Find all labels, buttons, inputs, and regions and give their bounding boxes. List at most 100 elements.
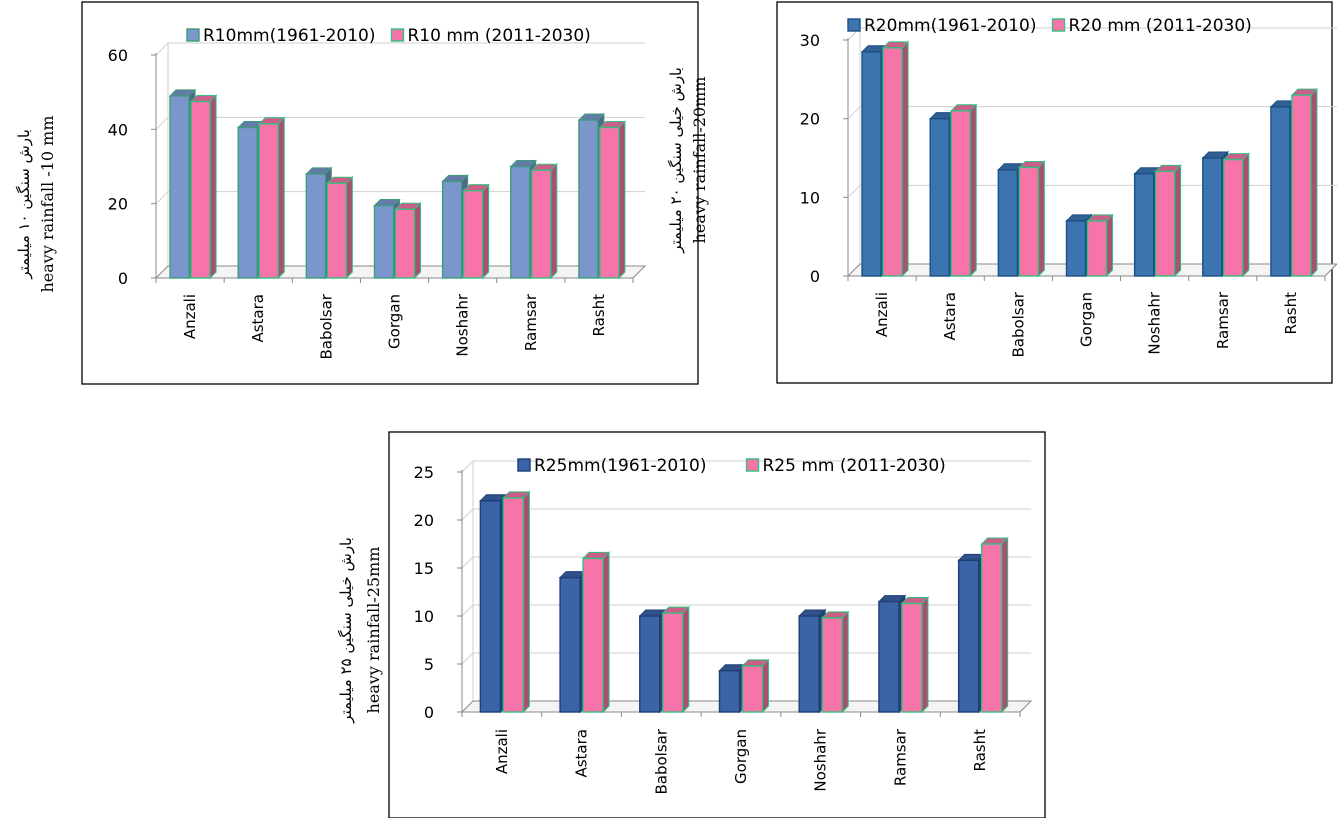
y-tick-label: 0 <box>118 269 128 288</box>
chart-r20: 0 10 20 30 Anzali Astara Babolsar Gorgan Noshahr… <box>667 1 1337 384</box>
x-category-label: Ramsar <box>891 728 909 786</box>
bar-2 <box>326 176 354 280</box>
bar-2 <box>900 596 930 714</box>
y-tick-label: 20 <box>108 195 128 214</box>
x-category-label: Rasht <box>590 294 608 337</box>
bar-side <box>1242 152 1250 278</box>
x-category-label: Gorgan <box>1078 292 1096 347</box>
bar-2 <box>741 658 770 714</box>
bar-side <box>522 490 530 714</box>
x-category-label: Noshahr <box>812 728 830 791</box>
x-category-label: Babolsar <box>652 728 670 794</box>
bar-1 <box>718 663 747 714</box>
bar-side <box>762 658 769 714</box>
chart-panel-r20: 0 10 20 30 Anzali Astara Babolsar Gorgan Noshahr… <box>665 0 1337 400</box>
bar-front <box>190 100 211 279</box>
bar-front <box>821 617 843 713</box>
legend-label: R10mm(1961-2010) <box>203 26 376 46</box>
y-tick-label: 15 <box>414 559 434 578</box>
x-category-label: Rasht <box>971 729 989 772</box>
y-axis-title-fa: بارش سنگین ۱۰ میلیمتر <box>15 129 33 280</box>
x-category-label: Noshahr <box>1146 291 1164 354</box>
y-axis-title: heavy rainfall-25mm <box>364 547 383 714</box>
x-category-label: Astara <box>573 729 591 778</box>
bar-side <box>969 103 977 278</box>
gridline-side <box>461 604 474 617</box>
bar-front <box>531 169 552 279</box>
bar-2 <box>1290 87 1319 278</box>
bar-1 <box>957 553 986 714</box>
bar-front <box>741 665 764 713</box>
bar-side <box>602 551 610 714</box>
x-category-label: Babolsar <box>317 293 335 359</box>
bar-2 <box>530 163 558 280</box>
bar-front <box>1154 170 1176 277</box>
bar-front <box>479 500 502 713</box>
bar-front <box>258 123 279 279</box>
bar-side <box>482 183 490 280</box>
y-tick-label: 10 <box>414 607 434 626</box>
bar-1 <box>558 570 588 714</box>
bar-front <box>861 51 882 277</box>
legend-swatch <box>517 458 531 472</box>
bar-side <box>1037 160 1045 278</box>
y-axis-title-fa: بارش خیلی سنگین ۲۰ میلیمتر <box>667 67 685 254</box>
bar-side <box>1174 164 1182 278</box>
x-category-label: Astara <box>249 294 267 343</box>
bar-1 <box>877 594 907 714</box>
bar-side <box>1001 536 1009 714</box>
y-tick-label: 40 <box>108 120 128 139</box>
bar-front <box>462 189 484 279</box>
x-category-label: Anzali <box>873 292 891 337</box>
bar-1 <box>479 493 508 714</box>
bar-front <box>980 543 1003 713</box>
y-tick-label: 20 <box>414 511 434 530</box>
y-tick-label: 60 <box>108 46 128 65</box>
legend-label: R10 mm (2011-2030) <box>408 26 591 46</box>
bar-front <box>441 180 463 279</box>
gridline-side <box>847 106 861 120</box>
y-tick-label: 0 <box>424 703 434 722</box>
legend-swatch <box>186 28 200 42</box>
bar-front <box>326 182 348 279</box>
bar-side <box>1106 213 1113 278</box>
y-tick-label: 30 <box>800 31 820 50</box>
bar-front <box>1086 220 1108 277</box>
gridline-side <box>461 556 474 569</box>
bar-front <box>639 615 661 713</box>
bar-2 <box>189 94 218 280</box>
bar-front <box>599 126 620 279</box>
legend-swatch <box>1051 18 1066 32</box>
chart-r10: 0 20 40 60 Anzali Astara Babolsar Gorgan Noshahr… <box>15 1 699 385</box>
bar-front <box>1202 157 1223 277</box>
bar-front <box>578 119 599 279</box>
legend-swatch <box>390 28 405 42</box>
bar-2 <box>1086 213 1114 278</box>
bar-front <box>169 95 190 279</box>
x-category-label: Gorgan <box>386 294 404 349</box>
gridline-side <box>461 652 474 665</box>
y-axis-title: heavy rainfall-20mm <box>690 77 709 244</box>
x-category-label: Gorgan <box>732 729 750 784</box>
bar-front <box>582 557 604 713</box>
bar-front <box>718 670 741 713</box>
bar-2 <box>881 40 910 278</box>
y-tick-label: 5 <box>424 655 434 674</box>
x-category-label: Astara <box>941 292 959 341</box>
bar-side <box>901 40 909 278</box>
gridline-side <box>461 460 474 473</box>
bar-1 <box>638 608 667 714</box>
bar-front <box>394 208 416 279</box>
bar-side <box>414 202 421 280</box>
bar-side <box>550 163 558 280</box>
bar-side <box>921 596 929 714</box>
y-tick-label: 20 <box>800 110 820 129</box>
bar-front <box>237 126 258 279</box>
bar-2 <box>502 490 531 714</box>
bar-2 <box>950 103 978 278</box>
bar-front <box>878 600 900 713</box>
bar-front <box>559 576 581 713</box>
gridline-side <box>155 116 169 130</box>
x-category-label: Babolsar <box>1009 291 1027 357</box>
bar-2 <box>661 605 690 714</box>
